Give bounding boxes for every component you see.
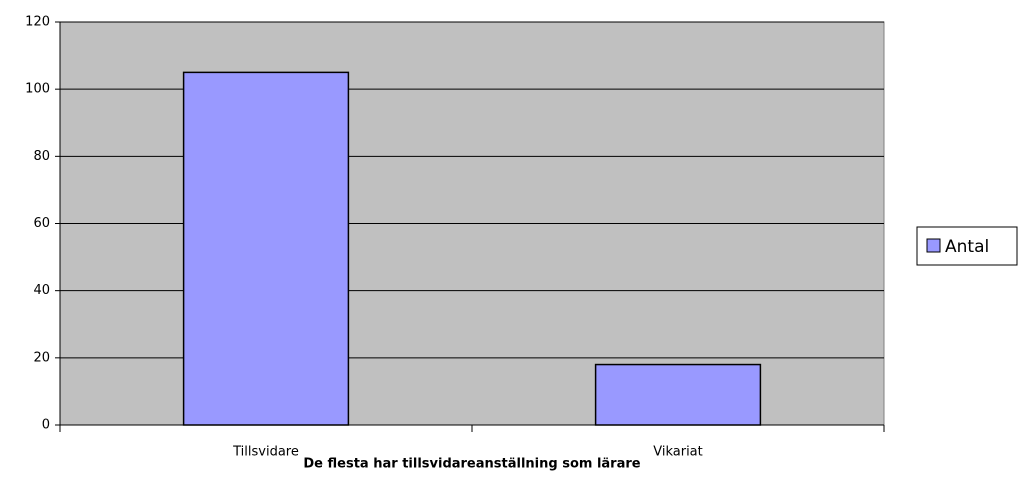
bar: [182, 71, 350, 426]
y-tick-label: 80: [33, 149, 50, 164]
y-tick-label: 120: [25, 15, 50, 30]
x-tick-label: Tillsvidare: [232, 445, 299, 460]
bar: [594, 363, 762, 426]
legend-label: Antal: [945, 237, 989, 257]
chart-title: De flesta har tillsvidareanställning som…: [303, 457, 640, 472]
legend-swatch: [926, 238, 941, 253]
y-tick-label: 100: [25, 82, 50, 97]
y-tick-label: 20: [33, 350, 50, 365]
x-tick-label: Vikariat: [653, 445, 703, 460]
y-tick-label: 40: [33, 283, 50, 298]
y-tick-label: 60: [33, 216, 50, 231]
y-tick-label: 0: [42, 418, 50, 433]
